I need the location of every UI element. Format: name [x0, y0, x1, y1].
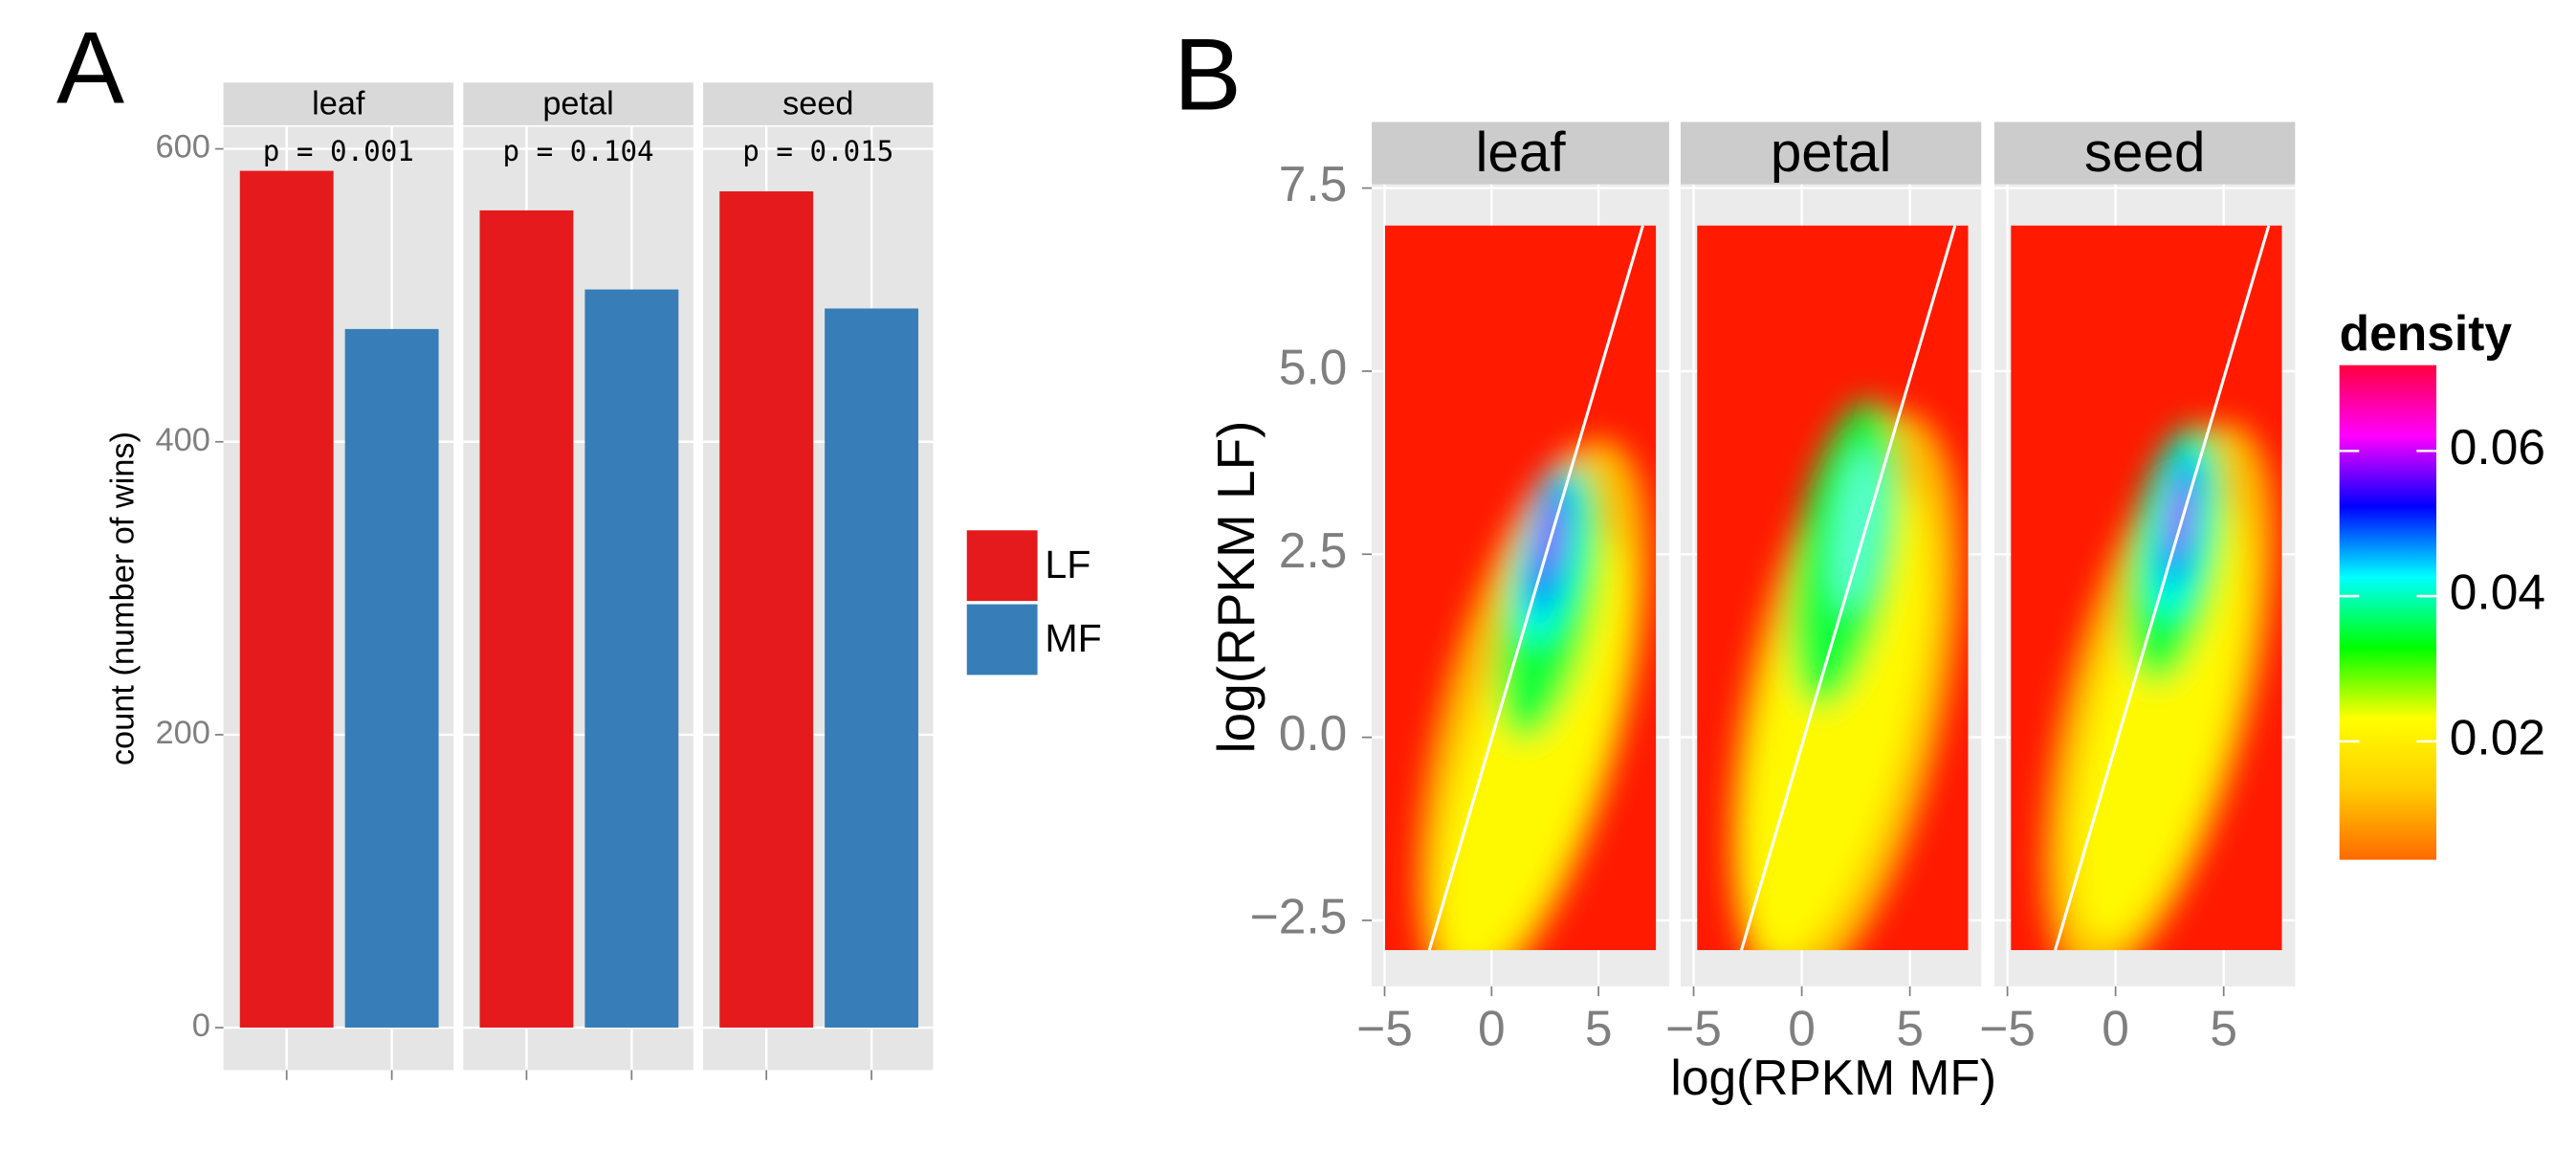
colorbar-tick-label: 0.04	[2450, 564, 2545, 620]
y-tick-label: 5.0	[1279, 340, 1348, 395]
y-tick-label: −2.5	[1250, 889, 1348, 944]
heatmap	[2011, 225, 2282, 951]
colorbar	[2339, 365, 2437, 860]
strip-label: petal	[1771, 122, 1892, 184]
heatmap	[1697, 225, 1969, 951]
annotation: p = 0.104	[502, 135, 653, 167]
strip	[703, 82, 934, 125]
density-blob	[1832, 448, 1884, 611]
y-tick-label: 600	[156, 129, 210, 166]
bar	[825, 308, 919, 1029]
strip	[463, 82, 694, 125]
bar	[719, 190, 814, 1029]
annotation: p = 0.015	[742, 135, 893, 167]
bar	[584, 289, 679, 1029]
x-tick-label: 0	[1478, 1001, 1506, 1056]
y-tick-label: 400	[156, 422, 210, 458]
strip-label: petal	[542, 85, 613, 122]
y-tick-label: 0.0	[1279, 705, 1348, 761]
reference-line	[1427, 225, 1644, 951]
density-blob	[2170, 485, 2190, 551]
y-tick-label: 2.5	[1279, 522, 1348, 578]
strip-label: seed	[782, 85, 853, 122]
x-tick-label: 0	[1788, 1001, 1816, 1056]
y-axis-label: count (number of wins)	[105, 432, 142, 765]
legend-title: density	[2340, 305, 2513, 361]
reference-line	[1740, 225, 1957, 951]
x-tick-label: 0	[2102, 1001, 2129, 1056]
y-axis-label: log(RPKM LF)	[1206, 421, 1266, 754]
bar	[239, 170, 334, 1029]
legend-swatch	[965, 528, 1040, 603]
bar	[344, 328, 439, 1029]
bar	[479, 210, 574, 1029]
x-tick-label: −5	[1356, 1001, 1413, 1056]
strip	[1680, 122, 1982, 185]
strip	[223, 82, 454, 125]
strip-label: leaf	[1475, 122, 1566, 184]
x-tick-label: 5	[1896, 1001, 1924, 1056]
y-tick-label: 0	[192, 1007, 210, 1044]
panel-label: A	[56, 11, 124, 125]
legend-label: LF	[1045, 542, 1090, 587]
x-axis-label: log(RPKM MF)	[1670, 1050, 1996, 1105]
strip	[1994, 122, 2296, 185]
annotation: p = 0.001	[263, 135, 414, 167]
strip	[1372, 122, 1669, 185]
reference-line	[2054, 225, 2271, 951]
legend-label: MF	[1045, 616, 1102, 660]
x-tick-label: 5	[2210, 1001, 2237, 1056]
panel-label: B	[1174, 17, 1242, 131]
heatmap	[1384, 225, 1657, 951]
x-tick-label: 5	[1585, 1001, 1613, 1056]
colorbar-tick-label: 0.06	[2450, 419, 2545, 475]
heatmap-blobs	[1730, 400, 1960, 951]
x-tick-label: −5	[1979, 1001, 2036, 1056]
colorbar-tick-label: 0.02	[2450, 709, 2545, 764]
y-tick-label: 200	[156, 715, 210, 751]
strip-label: leaf	[312, 85, 365, 122]
legend-swatch	[965, 602, 1040, 677]
strip-label: seed	[2084, 122, 2206, 184]
y-tick-label: 7.5	[1279, 156, 1348, 211]
x-tick-label: −5	[1665, 1001, 1722, 1056]
